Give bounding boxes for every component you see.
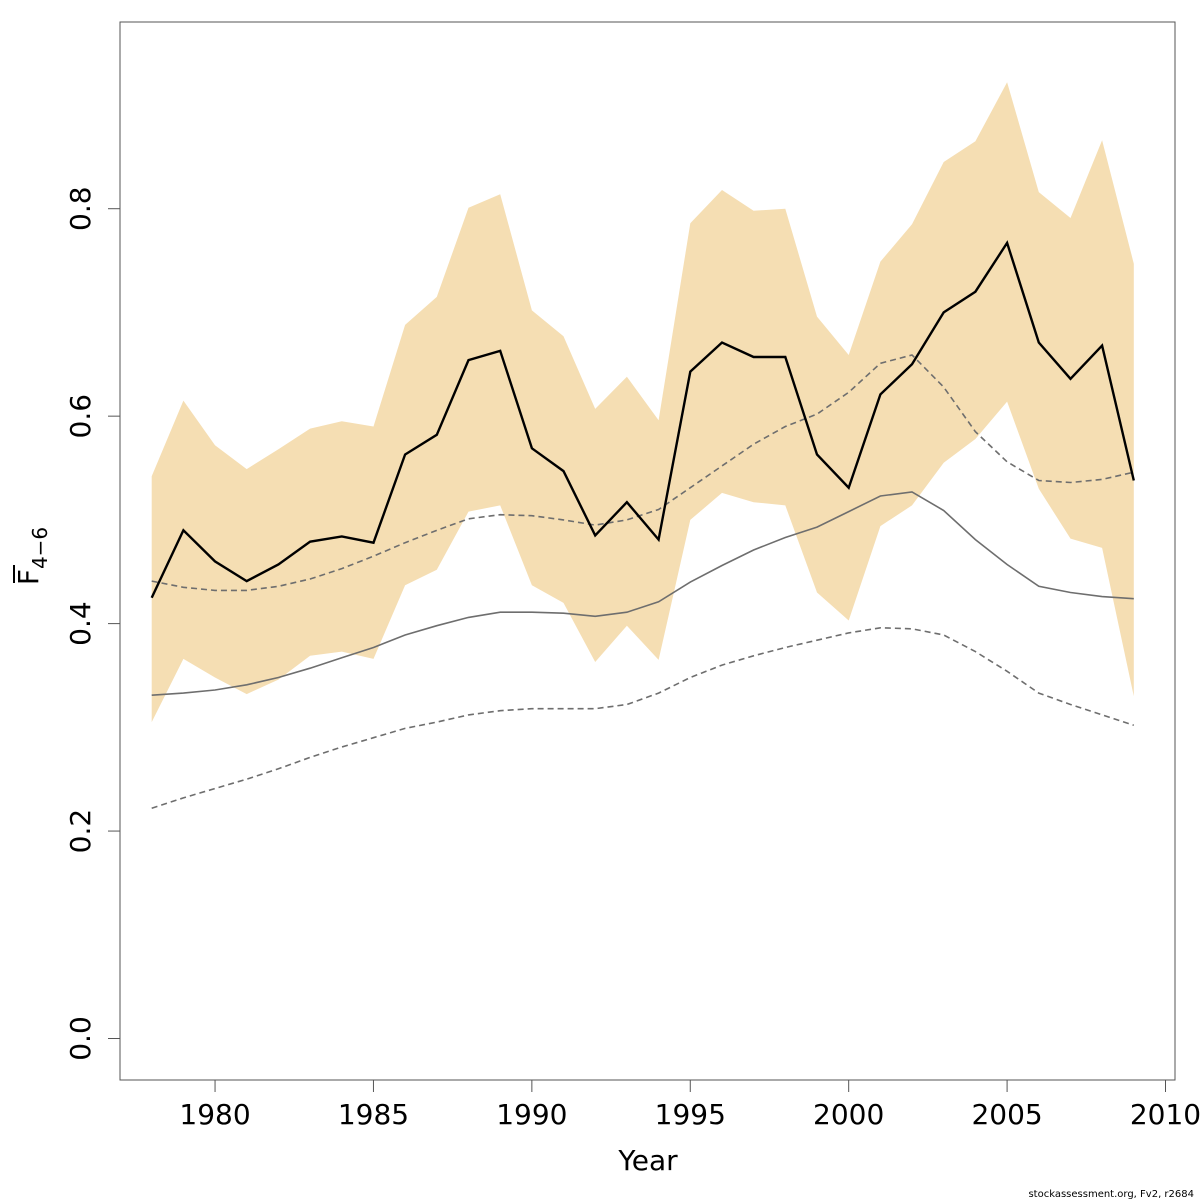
y-tick-label: 0.8 <box>64 186 97 231</box>
mean-line <box>151 491 1134 696</box>
x-axis-title: Year <box>617 1144 678 1177</box>
x-tick-label: 2000 <box>813 1098 884 1131</box>
x-tick-label: 1990 <box>496 1098 567 1131</box>
x-tick-label: 2010 <box>1130 1098 1200 1131</box>
x-tick-label: 2005 <box>971 1098 1042 1131</box>
estimate-line <box>150 240 1135 599</box>
y-axis: 0.0 0.2 0.4 0.6 0.8 <box>64 186 120 1061</box>
x-tick-label: 1980 <box>179 1098 250 1131</box>
lower-dashed-line <box>151 626 1135 809</box>
footer-credit: stockassessment.org, Fv2, r2684 <box>1028 1189 1194 1200</box>
confidence-band <box>151 82 1134 723</box>
y-axis-title-main: F <box>12 569 45 585</box>
x-tick-label: 1985 <box>338 1098 409 1131</box>
svg-text:F4−6: F4−6 <box>12 527 52 585</box>
y-tick-label: 0.6 <box>64 394 97 439</box>
upper-dashed-line <box>151 354 1134 592</box>
y-axis-title: F4−6 <box>12 527 52 585</box>
plot-area <box>150 82 1135 809</box>
x-tick-label: 1995 <box>655 1098 726 1131</box>
y-axis-title-subscript: 4−6 <box>28 527 52 569</box>
y-tick-label: 0.2 <box>64 809 97 854</box>
y-tick-label: 0.0 <box>64 1016 97 1061</box>
x-axis: 1980 1985 1990 1995 2000 2005 2010 <box>179 1079 1200 1131</box>
y-tick-label: 0.4 <box>64 601 97 646</box>
